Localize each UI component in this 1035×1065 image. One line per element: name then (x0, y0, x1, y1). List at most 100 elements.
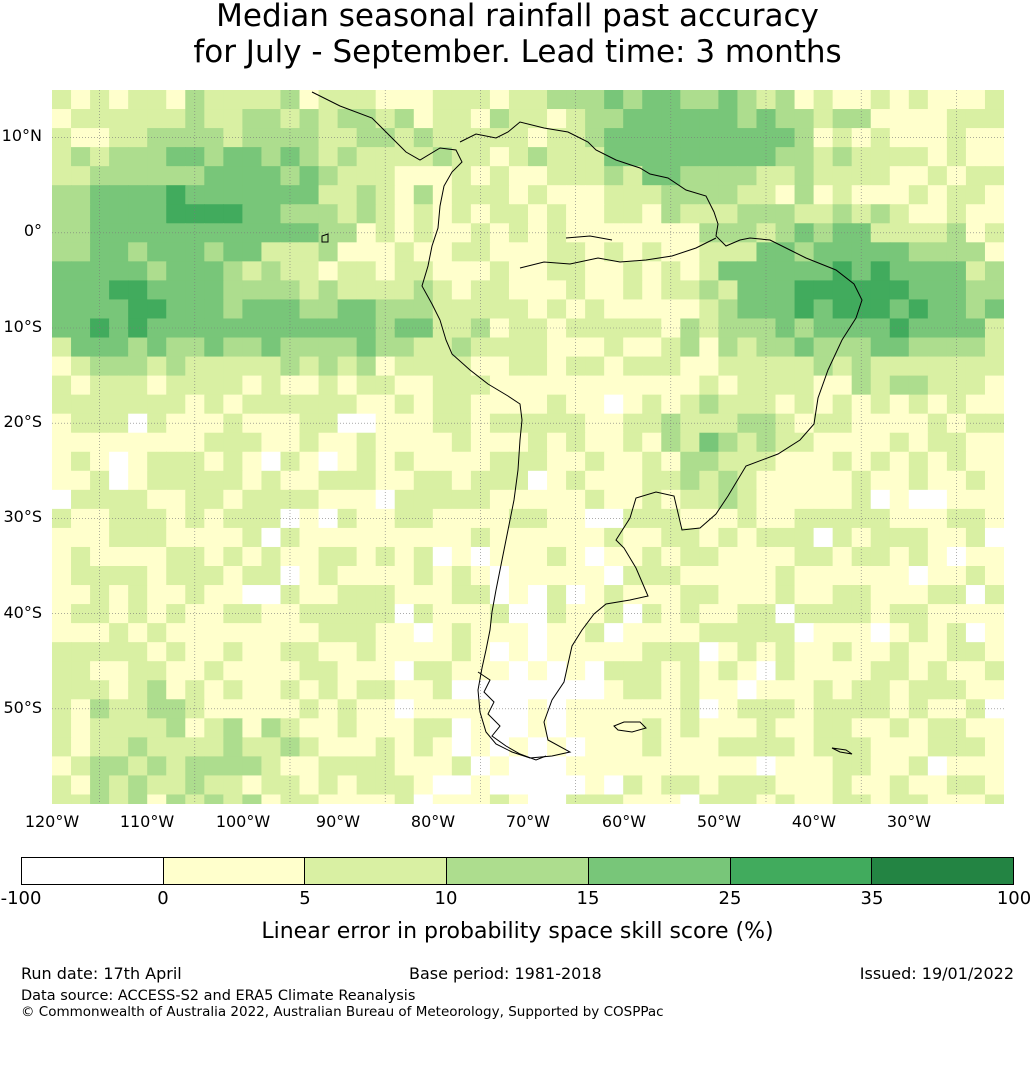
map-cell (318, 299, 339, 320)
map-cell (71, 318, 91, 339)
map-cell (356, 775, 377, 796)
map-cell (299, 451, 320, 472)
map-cell (585, 280, 605, 301)
map-cell (851, 566, 872, 586)
map-cell (489, 585, 510, 605)
map-cell (661, 737, 681, 757)
map-cell (680, 109, 700, 129)
map-cell (946, 718, 967, 738)
map-cell (718, 718, 739, 738)
map-cell (775, 794, 796, 804)
lon-label-40w: 40°W (791, 812, 837, 831)
map-cell (166, 623, 186, 643)
map-cell (642, 775, 662, 796)
map-cell (528, 299, 548, 320)
map-cell (166, 166, 186, 186)
map-cell (128, 489, 148, 510)
map-cell (318, 242, 339, 262)
map-cell (566, 623, 586, 643)
map-cell (71, 737, 91, 757)
map-cell (299, 375, 320, 396)
map-cell (223, 718, 243, 738)
map-cell (394, 489, 415, 510)
map-cell (737, 470, 758, 491)
map-cell (242, 242, 263, 262)
map-cell (242, 508, 263, 529)
map-cell (832, 318, 853, 339)
map-cell (566, 204, 586, 224)
map-cell (908, 185, 929, 205)
map-cell (394, 242, 415, 262)
map-cell (147, 204, 167, 224)
map-cell (604, 718, 624, 738)
map-cell (984, 375, 1004, 396)
copyright: © Commonwealth of Australia 2022, Austra… (21, 1004, 664, 1020)
map-cell (166, 699, 186, 719)
map-cell (680, 337, 700, 358)
map-cell (90, 451, 110, 472)
map-cell (680, 413, 700, 434)
map-cell (71, 280, 91, 301)
map-cell (185, 128, 205, 148)
map-cell (718, 413, 739, 434)
map-cell (147, 280, 167, 301)
map-cell (528, 147, 548, 167)
map-cell (566, 527, 586, 548)
map-cell (528, 718, 548, 738)
map-cell (242, 661, 263, 681)
map-cell (737, 527, 758, 548)
map-cell (470, 566, 491, 586)
map-cell (832, 489, 853, 510)
map-cell (299, 242, 320, 262)
map-cell (451, 394, 472, 415)
map-cell (585, 109, 605, 129)
map-cell (680, 90, 700, 110)
map-cell (147, 470, 167, 491)
map-cell (451, 413, 472, 434)
galapagos-islands (321, 233, 329, 243)
map-cell (528, 699, 548, 719)
map-cell (223, 204, 243, 224)
map-cell (889, 128, 910, 148)
map-cell (870, 623, 891, 643)
map-cell (109, 756, 129, 777)
map-cell (566, 280, 586, 301)
map-cell (756, 280, 777, 301)
map-cell (185, 109, 205, 129)
map-cell (965, 718, 986, 738)
map-cell (489, 470, 510, 491)
map-cell (528, 185, 548, 205)
colorbar-segment (305, 858, 448, 884)
map-cell (90, 394, 110, 415)
map-cell (90, 413, 110, 434)
map-cell (128, 185, 148, 205)
map-cell (489, 242, 510, 262)
map-cell (585, 756, 605, 777)
map-cell (642, 185, 662, 205)
map-cell (394, 109, 415, 129)
map-cell (528, 566, 548, 586)
map-cell (813, 470, 834, 491)
map-cell (547, 718, 567, 738)
map-cell (775, 451, 796, 472)
map-cell (280, 604, 301, 624)
colorbar-tick: 10 (434, 888, 458, 909)
map-cell (756, 623, 777, 643)
map-cell (318, 451, 339, 472)
map-cell (280, 775, 301, 796)
map-cell (927, 604, 948, 624)
map-cell (432, 356, 453, 377)
map-cell (965, 775, 986, 796)
map-cell (109, 661, 129, 681)
map-cell (547, 737, 567, 757)
map-cell (318, 585, 339, 605)
map-cell (394, 451, 415, 472)
map-cell (851, 661, 872, 681)
map-cell (870, 375, 891, 396)
map-cell (223, 737, 243, 757)
map-cell (528, 90, 548, 110)
map-cell (889, 109, 910, 129)
map-cell (547, 242, 567, 262)
map-cell (71, 204, 91, 224)
map-cell (870, 147, 891, 167)
